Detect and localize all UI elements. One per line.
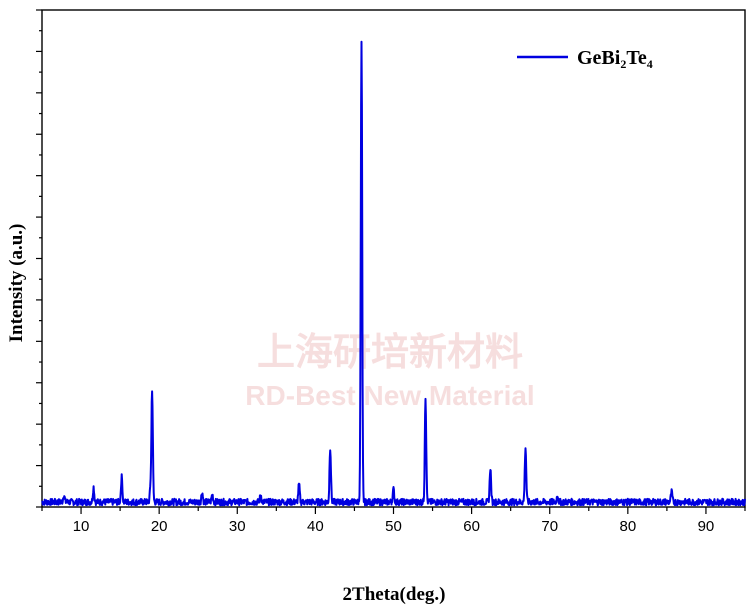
legend: GeBi2Te4 [517,47,653,71]
x-tick-label: 20 [151,518,168,535]
plot-frame [41,9,746,508]
x-tick-label: 40 [307,518,324,535]
y-axis-title: Intensity (a.u.) [6,224,27,343]
x-axis-title: 2Theta(deg.) [343,584,446,605]
x-tick-label: 30 [229,518,246,535]
x-tick-label: 50 [385,518,402,535]
x-tick-label: 10 [73,518,90,535]
x-tick-label: 80 [619,518,636,535]
series-line-gebi2te4 [41,40,746,507]
watermark-english: RD-Best New Material [245,380,534,411]
x-tick-label: 60 [463,518,480,535]
legend-label: GeBi2Te4 [577,47,653,71]
x-axis-tick-labels: 10 20 30 40 50 60 70 80 90 [73,518,715,535]
x-axis-ticks [41,507,746,514]
x-tick-label: 90 [698,518,715,535]
watermark-chinese: 上海研培新材料 [257,332,523,374]
x-tick-label: 70 [541,518,558,535]
y-axis-ticks [36,9,42,508]
